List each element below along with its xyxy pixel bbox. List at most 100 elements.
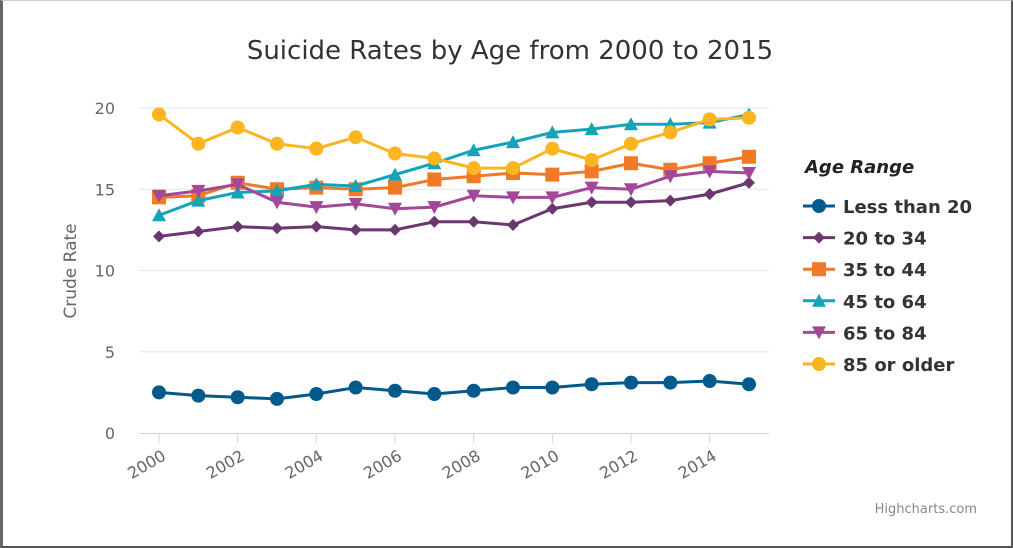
x-tick-label: 2010 [518, 446, 563, 483]
data-point[interactable] [348, 380, 363, 395]
legend-item[interactable]: 45 to 64 [803, 292, 927, 313]
data-point[interactable] [663, 170, 678, 184]
data-point[interactable] [506, 135, 520, 149]
data-point[interactable] [624, 183, 638, 197]
data-point[interactable] [663, 375, 678, 390]
data-point[interactable] [466, 189, 481, 203]
data-point[interactable] [624, 156, 638, 171]
data-point[interactable] [191, 184, 206, 198]
x-tick-label: 2008 [439, 446, 484, 483]
data-point[interactable] [191, 136, 206, 151]
data-point[interactable] [545, 191, 560, 205]
y-tick-label: 15 [95, 180, 115, 199]
data-point[interactable] [270, 196, 284, 210]
data-point[interactable] [427, 151, 442, 166]
data-point[interactable] [545, 141, 560, 156]
legend-item[interactable]: 35 to 44 [803, 260, 927, 281]
data-point[interactable] [309, 387, 324, 401]
data-point[interactable] [743, 176, 755, 189]
data-point[interactable] [506, 191, 520, 205]
data-point[interactable] [742, 377, 756, 392]
data-point[interactable] [584, 122, 599, 136]
data-point[interactable] [702, 165, 717, 179]
data-point[interactable] [664, 194, 677, 207]
data-point[interactable] [388, 202, 402, 216]
data-point[interactable] [466, 383, 481, 398]
data-point[interactable] [348, 179, 363, 192]
data-point[interactable] [506, 161, 520, 176]
data-point[interactable] [309, 141, 324, 156]
data-point[interactable] [192, 225, 205, 238]
data-point[interactable] [388, 167, 402, 181]
data-point[interactable] [624, 375, 638, 390]
data-point[interactable] [270, 391, 284, 406]
data-point[interactable] [388, 180, 402, 195]
data-point[interactable] [191, 193, 206, 207]
data-point[interactable] [230, 185, 245, 199]
data-point[interactable] [466, 143, 481, 157]
legend-label: 45 to 64 [843, 292, 927, 313]
legend-item[interactable]: 20 to 34 [803, 229, 927, 250]
data-point[interactable] [625, 196, 637, 209]
data-point[interactable] [742, 110, 756, 125]
legend-title: Age Range [803, 157, 914, 178]
data-point[interactable] [584, 377, 599, 392]
series-line [158, 113, 750, 170]
data-point[interactable] [348, 197, 363, 211]
y-tick-label: 20 [95, 99, 115, 118]
data-point[interactable] [309, 201, 324, 215]
data-point[interactable] [230, 120, 245, 135]
data-point[interactable] [309, 177, 324, 191]
x-tick-label: 2000 [124, 446, 169, 483]
data-point[interactable] [230, 390, 245, 405]
legend-marker-icon [812, 326, 826, 340]
data-point[interactable] [349, 223, 362, 236]
data-point[interactable] [428, 215, 441, 228]
data-point[interactable] [270, 183, 284, 197]
data-point[interactable] [545, 167, 560, 182]
data-point[interactable] [152, 385, 166, 400]
data-point[interactable] [703, 188, 716, 201]
legend-item[interactable]: Less than 20 [803, 197, 972, 218]
data-point[interactable] [231, 220, 244, 233]
data-point[interactable] [702, 112, 717, 127]
legend-item[interactable]: 65 to 84 [803, 323, 927, 344]
data-point[interactable] [191, 388, 206, 403]
data-point[interactable] [584, 181, 599, 195]
data-point[interactable] [545, 380, 560, 395]
data-point[interactable] [427, 172, 442, 187]
data-point[interactable] [624, 117, 638, 131]
data-point[interactable] [702, 374, 717, 388]
data-point[interactable] [466, 161, 481, 176]
data-point[interactable] [427, 201, 442, 215]
legend-item[interactable]: 85 or older [803, 355, 954, 376]
data-point[interactable] [427, 387, 442, 401]
data-point[interactable] [388, 383, 402, 398]
data-point[interactable] [584, 164, 599, 179]
data-point[interactable] [584, 153, 599, 167]
data-point[interactable] [388, 146, 402, 161]
data-point[interactable] [585, 196, 598, 209]
data-point[interactable] [310, 220, 323, 233]
data-point[interactable] [152, 189, 166, 203]
data-point[interactable] [663, 125, 678, 140]
data-point[interactable] [152, 107, 166, 122]
data-point[interactable] [230, 178, 245, 192]
credits-link[interactable]: Highcharts.com [875, 502, 977, 517]
data-point[interactable] [506, 380, 520, 395]
data-point[interactable] [546, 202, 559, 215]
data-point[interactable] [467, 215, 480, 228]
data-point[interactable] [271, 222, 283, 235]
series-line [158, 379, 750, 401]
data-point[interactable] [152, 208, 166, 222]
data-point[interactable] [624, 136, 638, 151]
data-point[interactable] [389, 223, 401, 236]
data-point[interactable] [742, 167, 756, 180]
data-point[interactable] [153, 230, 165, 243]
data-point[interactable] [348, 130, 363, 145]
data-point[interactable] [270, 136, 284, 151]
data-point[interactable] [545, 125, 560, 139]
data-point[interactable] [742, 149, 756, 164]
data-point[interactable] [507, 219, 519, 231]
